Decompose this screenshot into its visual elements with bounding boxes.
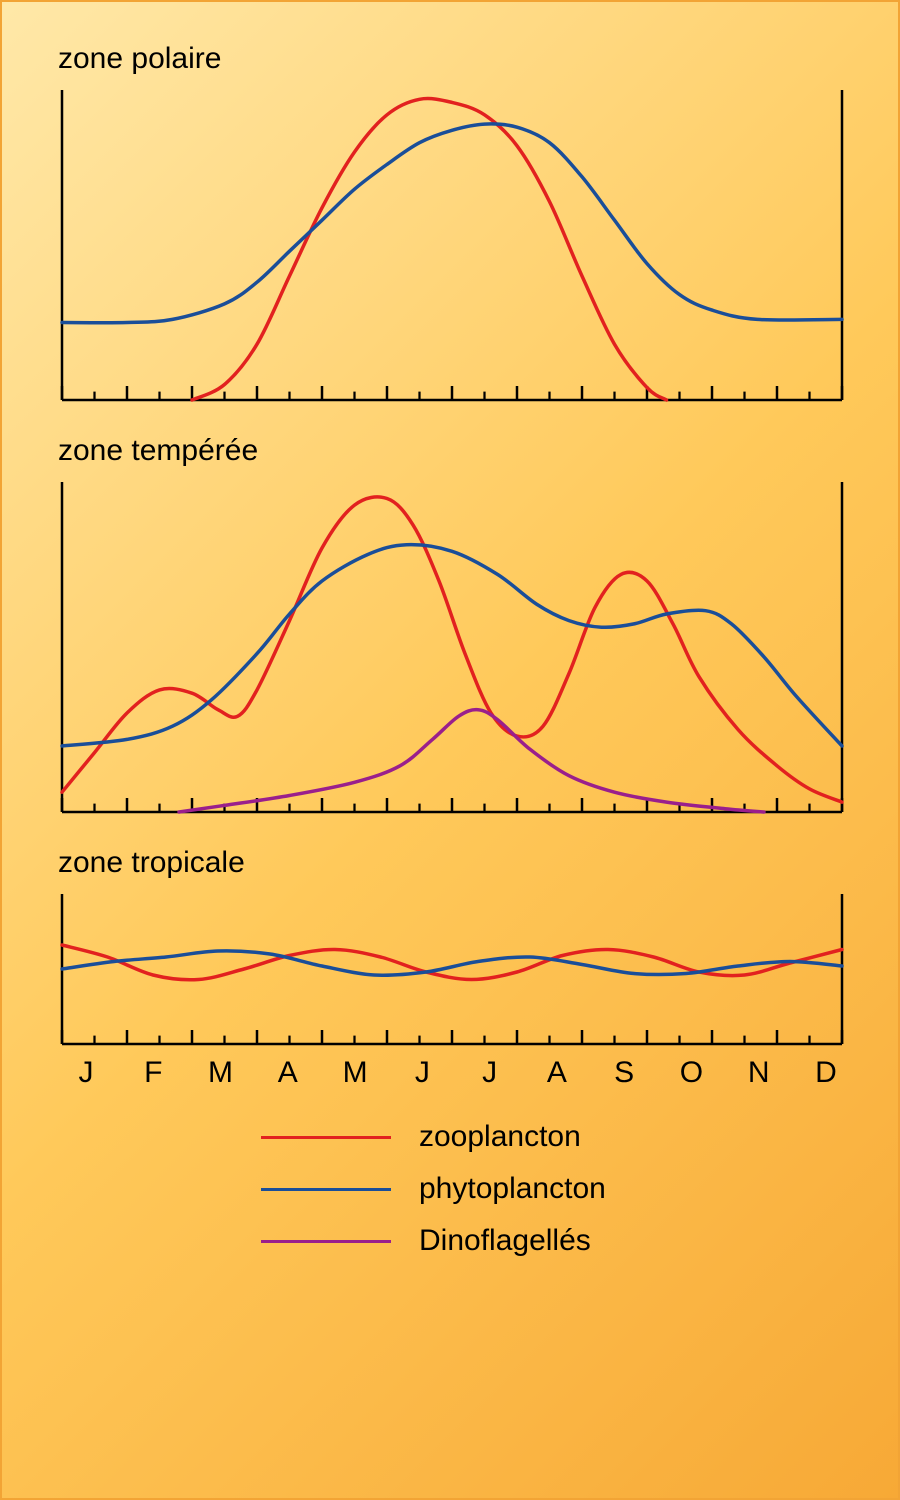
legend-swatch	[261, 1240, 391, 1243]
legend: zooplancton phytoplancton Dinoflagellés	[52, 1120, 848, 1258]
chart-tropical-title: zone tropicale	[58, 846, 848, 880]
chart-temperate-title: zone tempérée	[58, 434, 848, 468]
chart-polar-title: zone polaire	[58, 42, 848, 76]
legend-label: phytoplancton	[419, 1172, 639, 1206]
chart-temperate-svg	[52, 476, 852, 818]
chart-tropical: zone tropicale	[52, 846, 848, 1050]
chart-polar-svg	[52, 84, 852, 406]
chart-tropical-svg	[52, 888, 852, 1050]
legend-item: Dinoflagellés	[261, 1224, 639, 1258]
legend-label: zooplancton	[419, 1120, 639, 1154]
month-label: M	[191, 1056, 251, 1090]
month-label: S	[594, 1056, 654, 1090]
legend-item: phytoplancton	[261, 1172, 639, 1206]
month-label: D	[796, 1056, 856, 1090]
chart-container: zone polaire zone tempérée zone tropical…	[0, 0, 900, 1500]
spacer	[52, 818, 848, 846]
spacer	[52, 406, 848, 434]
month-label: F	[123, 1056, 183, 1090]
month-label: J	[56, 1056, 116, 1090]
month-label: J	[392, 1056, 452, 1090]
month-label: N	[729, 1056, 789, 1090]
chart-temperate: zone tempérée	[52, 434, 848, 818]
month-label: M	[325, 1056, 385, 1090]
month-label: A	[258, 1056, 318, 1090]
month-axis-labels: JFMAMJJASOND	[52, 1050, 860, 1090]
legend-label: Dinoflagellés	[419, 1224, 639, 1258]
month-label: A	[527, 1056, 587, 1090]
chart-polar: zone polaire	[52, 42, 848, 406]
legend-swatch	[261, 1188, 391, 1191]
legend-item: zooplancton	[261, 1120, 639, 1154]
legend-swatch	[261, 1136, 391, 1139]
month-label: O	[661, 1056, 721, 1090]
month-label: J	[460, 1056, 520, 1090]
